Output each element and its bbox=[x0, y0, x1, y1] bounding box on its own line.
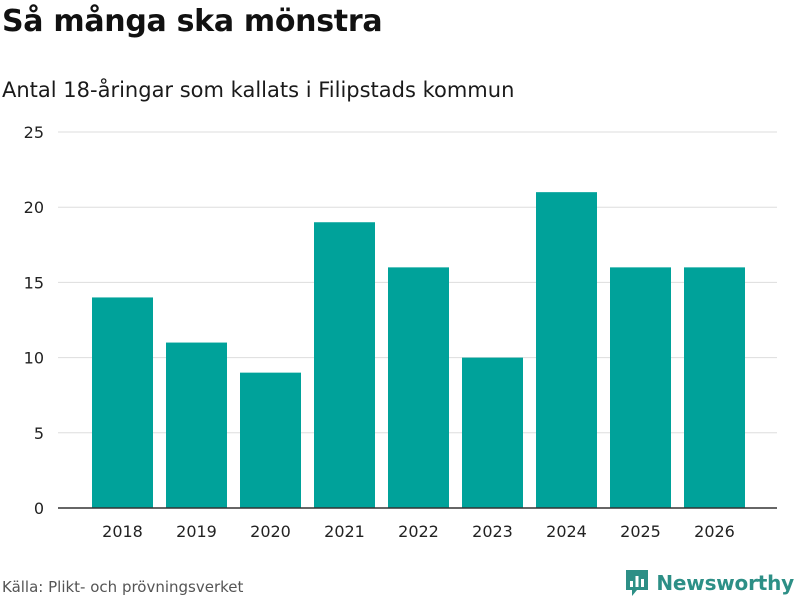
bar-2021 bbox=[314, 222, 375, 509]
y-tick-label: 0 bbox=[34, 499, 44, 518]
bar-2020 bbox=[240, 372, 301, 508]
bar-2024 bbox=[536, 192, 597, 508]
bar-2023 bbox=[462, 357, 523, 508]
y-tick-label: 20 bbox=[24, 198, 44, 217]
y-tick-label: 15 bbox=[24, 273, 44, 292]
bar-2018 bbox=[92, 297, 153, 508]
x-tick-label: 2020 bbox=[250, 522, 291, 541]
x-tick-label: 2019 bbox=[176, 522, 217, 541]
bar-2025 bbox=[610, 267, 671, 508]
y-axis-ticks: 0 5 10 15 20 25 bbox=[24, 123, 44, 518]
bar-2019 bbox=[166, 342, 227, 508]
y-tick-label: 5 bbox=[34, 424, 44, 443]
source-note: Källa: Plikt- och prövningsverket bbox=[2, 578, 244, 596]
bar-2026 bbox=[684, 267, 745, 508]
bar-2022 bbox=[388, 267, 449, 508]
y-tick-label: 10 bbox=[24, 349, 44, 368]
brand-logo: Newsworthy bbox=[624, 568, 794, 598]
chart-title: Så många ska mönstra bbox=[2, 4, 383, 39]
x-tick-label: 2018 bbox=[102, 522, 143, 541]
x-tick-label: 2021 bbox=[324, 522, 365, 541]
bars bbox=[92, 192, 745, 509]
x-tick-label: 2022 bbox=[398, 522, 439, 541]
x-tick-label: 2026 bbox=[694, 522, 735, 541]
x-tick-label: 2025 bbox=[620, 522, 661, 541]
x-axis-ticks: 2018 2019 2020 2021 2022 2023 2024 2025 2026 bbox=[102, 522, 735, 541]
y-tick-label: 25 bbox=[24, 123, 44, 142]
brand-name: Newsworthy bbox=[656, 571, 794, 595]
bar-chart-badge-icon bbox=[626, 570, 649, 596]
x-tick-label: 2024 bbox=[546, 522, 587, 541]
chart-subtitle: Antal 18-åringar som kallats i Filipstad… bbox=[2, 78, 515, 102]
x-tick-label: 2023 bbox=[472, 522, 513, 541]
